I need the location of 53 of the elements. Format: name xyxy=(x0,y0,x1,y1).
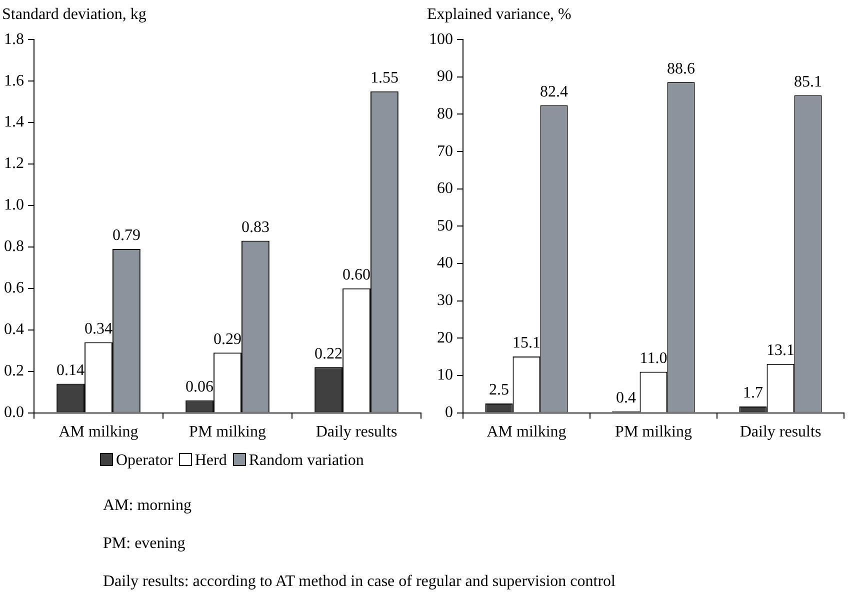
y-axis-title: Standard deviation, kg xyxy=(2,6,146,24)
y-tick-label: 100 xyxy=(429,30,453,48)
y-tick-label: 0 xyxy=(445,404,453,422)
data-label: 13.1 xyxy=(766,342,794,360)
y-tick-label: 10 xyxy=(437,366,453,384)
data-label: 0.22 xyxy=(314,345,343,362)
x-tick-label: PM milking xyxy=(615,424,692,441)
text: Daily results: according to AT method in case of regular and supervision control xyxy=(103,572,616,592)
x-tick-label: Daily results xyxy=(316,424,398,441)
text: AM: morning xyxy=(103,496,192,516)
y-tick-label: 0.6 xyxy=(4,280,24,297)
data-label: 88.6 xyxy=(667,60,696,78)
y-tick-label: 1.4 xyxy=(4,114,24,131)
data-label: 85.1 xyxy=(794,73,822,90)
x-tick-label: Daily results xyxy=(740,424,822,441)
y-tick-label: 0.4 xyxy=(4,321,24,338)
y-tick-label: 40 xyxy=(437,254,453,272)
data-label: 0.79 xyxy=(112,227,140,244)
y-tick-label: 1.0 xyxy=(4,196,24,214)
text: PM: evening xyxy=(103,534,186,554)
y-tick-label: 20 xyxy=(437,329,453,346)
data-label: 11.0 xyxy=(640,350,668,367)
y-tick-label: 70 xyxy=(437,142,453,160)
x-tick-label: AM milking xyxy=(58,424,138,441)
data-label: 1.7 xyxy=(742,384,763,402)
y-tick-label: 60 xyxy=(437,180,453,198)
data-label: 0.14 xyxy=(56,362,85,379)
y-tick-label: 0.8 xyxy=(4,238,24,256)
data-label: 0.06 xyxy=(186,378,214,396)
data-label: 82.4 xyxy=(540,83,568,100)
legend-label: Random variation xyxy=(248,452,364,470)
legend-label: Operator xyxy=(115,452,173,470)
y-axis-title: Explained variance, % xyxy=(427,6,572,24)
y-tick-label: 90 xyxy=(437,68,453,86)
data-label: 0.4 xyxy=(616,390,636,407)
y-tick-label: 0.2 xyxy=(4,362,24,380)
y-tick-label: 0.0 xyxy=(4,404,24,422)
data-label: 0.60 xyxy=(342,266,370,284)
y-tick-label: 1.6 xyxy=(4,72,24,90)
y-tick-label: 1.2 xyxy=(4,155,24,172)
y-tick-label: 30 xyxy=(437,292,453,310)
data-label: 0.83 xyxy=(241,218,270,236)
data-label: 0.29 xyxy=(214,330,242,348)
text: Herd xyxy=(194,452,227,470)
x-tick-label: AM milking xyxy=(486,424,566,441)
y-tick-label: 80 xyxy=(437,105,453,122)
data-label: 1.55 xyxy=(370,70,398,87)
x-tick-label: PM milking xyxy=(189,424,266,441)
y-tick-label: 50 xyxy=(437,217,453,234)
y-tick-label: 1.8 xyxy=(4,30,24,48)
data-label: 0.34 xyxy=(84,320,112,338)
data-label: 2.5 xyxy=(488,382,509,399)
data-label: 15.1 xyxy=(512,334,540,352)
